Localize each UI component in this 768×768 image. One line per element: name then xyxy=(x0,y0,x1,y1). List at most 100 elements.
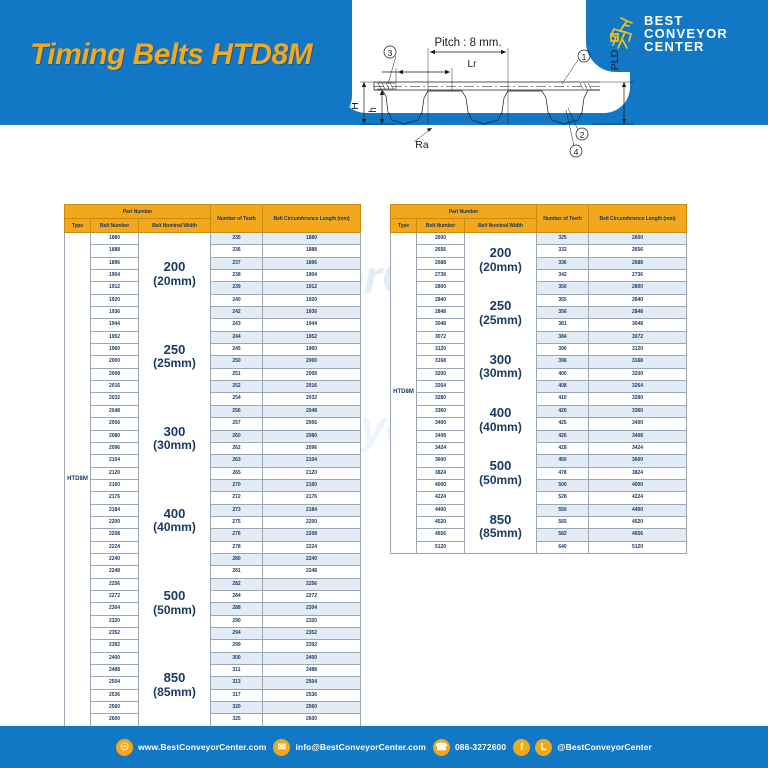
cell-belt-number: 2256 xyxy=(90,577,139,591)
header-left-panel xyxy=(0,0,352,125)
table-row: 2096 262 2096 xyxy=(65,441,361,456)
table-row: 4520 565 4520 xyxy=(391,515,687,530)
table-row: 2080 260 2080 xyxy=(65,429,361,443)
cell-number-of-teeth: 280 xyxy=(210,552,263,567)
footer-phone-text: 086-3272600 xyxy=(454,742,507,752)
cell-belt-number: 4000 xyxy=(416,478,465,493)
width-option-200: 200 (20mm) xyxy=(153,259,196,289)
table-row: 2000 250 2000 xyxy=(65,355,361,369)
belt-width-header: Belt Nominal Width xyxy=(464,218,537,233)
line-icon[interactable]: L xyxy=(535,738,553,756)
cell-belt-number: 2272 xyxy=(90,589,139,604)
belt-number-header: Belt Number xyxy=(90,218,139,233)
header-white-panel xyxy=(340,0,630,113)
cell-number-of-teeth: 478 xyxy=(536,466,589,480)
cell-circumference-length: 2160 xyxy=(262,478,361,493)
cell-belt-number: 5120 xyxy=(416,540,465,554)
table-row: 3408 426 3408 xyxy=(391,429,687,443)
cell-number-of-teeth: 528 xyxy=(536,491,589,505)
table-row: HTD8M 2600 200 (20mm) 250 (25mm) 300 (30mm) 400(… xyxy=(390,231,687,554)
cell-circumference-length: 2080 xyxy=(262,429,361,443)
cell-circumference-length: 2048 xyxy=(262,404,361,419)
cell-number-of-teeth: 342 xyxy=(536,269,589,283)
table-row: 3280 410 3280 xyxy=(391,392,687,406)
right-table-head: Part Number Number of Teeth Belt Circumf… xyxy=(390,204,687,233)
cell-number-of-teeth: 381 xyxy=(536,318,589,332)
cell-circumference-length: 2304 xyxy=(262,602,361,616)
facebook-icon[interactable]: f xyxy=(513,738,531,756)
teeth-header: Number of Teeth xyxy=(210,204,263,233)
cell-number-of-teeth: 582 xyxy=(536,528,589,542)
cell-belt-number: 2224 xyxy=(90,540,139,554)
cell-number-of-teeth: 356 xyxy=(536,306,589,320)
table-row: 1920 240 1920 xyxy=(65,293,361,308)
footer-email-text: info@BestConveyorCenter.com xyxy=(295,742,426,752)
table-row: 2352 294 2352 xyxy=(65,626,361,641)
cell-circumference-length: 2096 xyxy=(262,441,361,456)
cell-circumference-length: 5120 xyxy=(588,540,687,554)
table-row: 2504 313 2504 xyxy=(65,676,361,690)
cell-number-of-teeth: 500 xyxy=(536,478,589,493)
cell-belt-number: 2600 xyxy=(416,231,465,246)
cell-belt-number: 3280 xyxy=(416,392,465,406)
cell-circumference-length: 2800 xyxy=(588,281,687,295)
cell-belt-number: 1888 xyxy=(90,244,139,258)
callout-3: 3 xyxy=(388,48,393,58)
cell-belt-number: 1952 xyxy=(90,330,139,345)
cell-number-of-teeth: 428 xyxy=(536,441,589,456)
cell-number-of-teeth: 355 xyxy=(536,293,589,308)
cell-belt-number: 2048 xyxy=(90,404,139,419)
footer-phone[interactable]: ☎ 086-3272600 xyxy=(432,738,507,756)
right-spec-table: Part Number Number of Teeth Belt Circumf… xyxy=(390,204,687,554)
cell-number-of-teeth: 245 xyxy=(210,343,263,357)
cell-number-of-teeth: 272 xyxy=(210,491,263,505)
width-option-400: 400 (40mm) xyxy=(153,505,196,535)
width-option-250: 250 (25mm) xyxy=(479,298,522,327)
cell-number-of-teeth: 384 xyxy=(536,330,589,345)
footer-website-text: www.BestConveyorCenter.com xyxy=(138,742,267,752)
part-number-group-header: Part Number xyxy=(64,204,211,219)
cell-circumference-length: 1880 xyxy=(262,231,361,246)
table-row: 3360 420 3360 xyxy=(391,404,687,419)
page-title: Timing Belts HTD8M xyxy=(30,38,313,71)
footer-email[interactable]: ✉ info@BestConveyorCenter.com xyxy=(273,738,426,756)
cell-number-of-teeth: 400 xyxy=(536,367,589,382)
table-row: 2200 275 2200 xyxy=(65,515,361,530)
table-row: 3200 400 3200 xyxy=(391,367,687,382)
cell-circumference-length: 2008 xyxy=(262,367,361,382)
footer-website[interactable]: ☉ www.BestConveyorCenter.com xyxy=(116,738,267,756)
cell-number-of-teeth: 317 xyxy=(210,688,263,703)
logo-line-2: CONVEYOR xyxy=(644,26,729,41)
cell-number-of-teeth: 420 xyxy=(536,404,589,419)
cell-number-of-teeth: 426 xyxy=(536,429,589,443)
cell-number-of-teeth: 238 xyxy=(210,269,263,283)
cell-belt-number: 2008 xyxy=(90,367,139,382)
cell-belt-number: 1912 xyxy=(90,281,139,295)
table-row: 2256 282 2256 xyxy=(65,577,361,591)
table-row: 2032 254 2032 xyxy=(65,392,361,406)
cell-belt-number: 4520 xyxy=(416,515,465,530)
cell-belt-number: 2848 xyxy=(416,306,465,320)
cell-number-of-teeth: 325 xyxy=(536,231,589,246)
left-column-header-row: Type Belt Number Belt Nominal Width xyxy=(64,218,361,233)
right-table-body: HTD8M 2600 200 (20mm) 250 (25mm) 300 (30mm) 400(… xyxy=(390,231,687,554)
cell-number-of-teeth: 276 xyxy=(210,528,263,542)
cell-number-of-teeth: 336 xyxy=(536,256,589,271)
table-row: 4000 500 4000 xyxy=(391,478,687,493)
cell-number-of-teeth: 390 xyxy=(536,343,589,357)
cell-belt-number: 3824 xyxy=(416,466,465,480)
cell-circumference-length: 3200 xyxy=(588,367,687,382)
cell-circumference-length: 1944 xyxy=(262,318,361,332)
footer-social-text: @BestConveyorCenter xyxy=(557,742,652,752)
cell-circumference-length: 2488 xyxy=(262,664,361,678)
table-row: 2848 356 2848 xyxy=(391,306,687,320)
cell-circumference-length: 1888 xyxy=(262,244,361,258)
cell-type: HTD8M xyxy=(64,232,91,727)
width-option-200: 200 (20mm) xyxy=(479,245,522,274)
cell-circumference-length: 2056 xyxy=(262,417,361,431)
h-lower-label: h xyxy=(368,107,379,113)
length-header: Belt Circumference Length (mm) xyxy=(588,204,687,233)
width-option-300: 300 (30mm) xyxy=(479,351,522,381)
footer-social[interactable]: f L @BestConveyorCenter xyxy=(513,738,652,756)
cell-circumference-length: 2104 xyxy=(262,454,361,468)
